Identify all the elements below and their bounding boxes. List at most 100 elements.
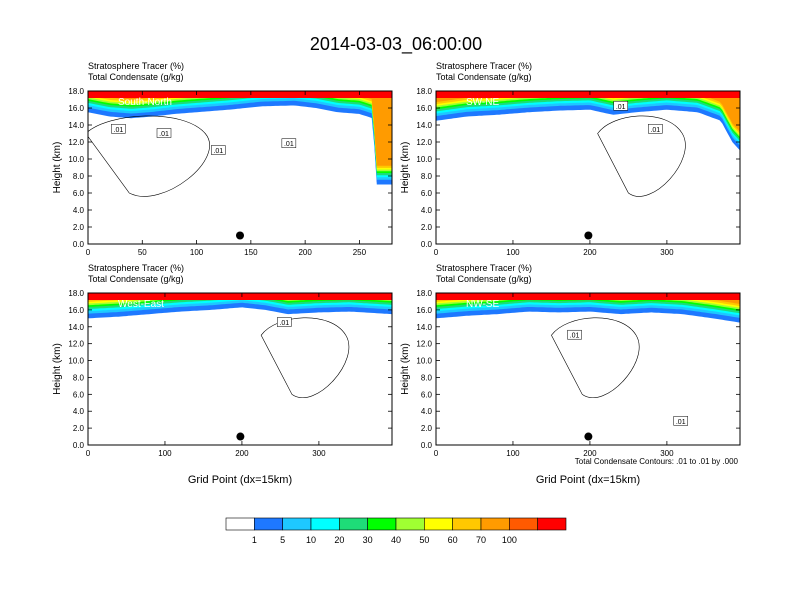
- x-tick-label: 200: [298, 248, 312, 257]
- panel-nw-se: Stratosphere Tracer (%) Total Condensate …: [400, 263, 741, 486]
- x-tick-label: 50: [138, 248, 147, 257]
- footnote: Total Condensate Contours: .01 to .01 by…: [575, 457, 739, 466]
- contour-label: .01: [676, 419, 686, 426]
- x-axis-label: Grid Point (dx=15km): [536, 474, 640, 486]
- y-tick-label: 16.0: [416, 306, 432, 315]
- tracer-band: [88, 91, 392, 166]
- y-tick-label: 6.0: [421, 390, 433, 399]
- contour-label-box: [673, 416, 688, 426]
- y-tick-label: 6.0: [421, 189, 433, 198]
- y-tick-label: 0.0: [73, 441, 85, 450]
- panel-sw-ne: Stratosphere Tracer (%)Total Condensate …: [400, 61, 741, 257]
- contour-label-box: [281, 138, 297, 148]
- colorbar-swatch: [310, 517, 340, 531]
- condensate-contour: [260, 317, 350, 398]
- colorbar-label: 40: [391, 535, 401, 545]
- panel-title-line: Total Condensate (g/kg): [88, 72, 184, 82]
- y-tick-label: 8.0: [421, 373, 433, 382]
- tracer-top-layer: [88, 293, 392, 300]
- colorbar-label: 20: [334, 535, 344, 545]
- heatmap-field: [436, 91, 740, 197]
- x-tick-label: 100: [158, 449, 172, 458]
- y-axis-label: Height (km): [52, 343, 63, 395]
- panel-title-line: Total Condensate (g/kg): [436, 72, 532, 82]
- y-tick-label: 12.0: [416, 138, 432, 147]
- colorbar-label: 50: [419, 535, 429, 545]
- x-axis-label: Grid Point (dx=15km): [188, 474, 292, 486]
- x-tick-label: 100: [190, 248, 204, 257]
- colorbar-swatch: [452, 517, 482, 531]
- section-label: NW-SE: [466, 299, 499, 310]
- colorbar-label: 10: [306, 535, 316, 545]
- y-axis-label: Height (km): [52, 142, 63, 194]
- panel-title-line: Stratosphere Tracer (%): [88, 263, 184, 273]
- plot-frame: [435, 90, 741, 245]
- y-tick-label: 14.0: [68, 121, 84, 130]
- x-tick-label: 150: [244, 248, 258, 257]
- main-title: 2014-03-03_06:00:00: [310, 34, 482, 55]
- x-tick-label: 300: [660, 449, 674, 458]
- colorbar-swatch: [367, 517, 397, 531]
- x-tick-label: 200: [235, 449, 249, 458]
- x-tick-label: 300: [312, 449, 326, 458]
- y-tick-label: 4.0: [421, 407, 433, 416]
- colorbar-swatch: [480, 517, 510, 531]
- panels: Stratosphere Tracer (%)Total Condensate …: [52, 61, 741, 486]
- contour-label-box: [567, 329, 582, 340]
- colorbar-swatch: [424, 517, 453, 531]
- station-marker: [236, 231, 244, 240]
- y-tick-label: 4.0: [421, 206, 433, 215]
- y-tick-label: 0.0: [421, 240, 433, 249]
- heatmap-field: [88, 91, 392, 197]
- panel-title-line: Stratosphere Tracer (%): [436, 263, 532, 273]
- contour-label: .01: [114, 127, 124, 134]
- x-tick-label: 0: [434, 449, 439, 458]
- plot-frame: [87, 90, 393, 245]
- y-tick-label: 8.0: [73, 172, 85, 181]
- contour-label: .01: [284, 141, 294, 148]
- condensate-contour: [551, 317, 640, 398]
- colorbar-swatch: [537, 517, 567, 531]
- colorbar-label: 1: [252, 535, 257, 545]
- panel-west-east: Stratosphere Tracer (%)Total Condensate …: [52, 263, 393, 486]
- x-tick-label: 300: [660, 248, 674, 257]
- heatmap-field: [88, 293, 392, 398]
- panel-title-line: Total Condensate (g/kg): [88, 274, 184, 284]
- x-tick-label: 200: [583, 248, 597, 257]
- y-tick-label: 6.0: [73, 390, 85, 399]
- colorbar-swatch: [339, 517, 368, 531]
- tracer-band: [88, 91, 392, 168]
- contour-label-box: [648, 124, 663, 134]
- colorbar-label: 60: [448, 535, 458, 545]
- panel-title-line: Stratosphere Tracer (%): [436, 61, 532, 71]
- y-tick-label: 8.0: [421, 172, 433, 181]
- contour-label-box: [211, 145, 226, 155]
- tracer-top-layer: [436, 91, 740, 98]
- station-marker: [236, 432, 245, 441]
- condensate-contour: [88, 115, 210, 197]
- y-tick-label: 0.0: [73, 240, 85, 249]
- y-tick-label: 0.0: [421, 441, 433, 450]
- condensate-contour: [597, 115, 686, 197]
- y-tick-label: 10.0: [68, 357, 84, 366]
- section-label: South-North: [118, 97, 172, 108]
- y-tick-label: 18.0: [68, 289, 84, 298]
- y-tick-label: 16.0: [68, 306, 84, 315]
- contour-label: .01: [279, 320, 289, 327]
- contour-label-box: [277, 317, 292, 327]
- y-tick-label: 18.0: [416, 289, 432, 298]
- colorbar-label: 5: [280, 535, 285, 545]
- plot-frame: [435, 292, 741, 446]
- y-tick-label: 14.0: [416, 323, 432, 332]
- x-tick-label: 0: [434, 248, 439, 257]
- section-label: West-East: [118, 299, 164, 310]
- contour-label: .01: [570, 333, 580, 340]
- y-tick-label: 6.0: [73, 189, 85, 198]
- plot-frame: [87, 292, 393, 446]
- y-axis-label: Height (km): [400, 142, 411, 194]
- y-tick-label: 2.0: [73, 424, 85, 433]
- y-tick-label: 10.0: [416, 155, 432, 164]
- x-tick-label: 0: [86, 248, 91, 257]
- y-tick-label: 12.0: [416, 340, 432, 349]
- contour-label: .01: [213, 148, 223, 155]
